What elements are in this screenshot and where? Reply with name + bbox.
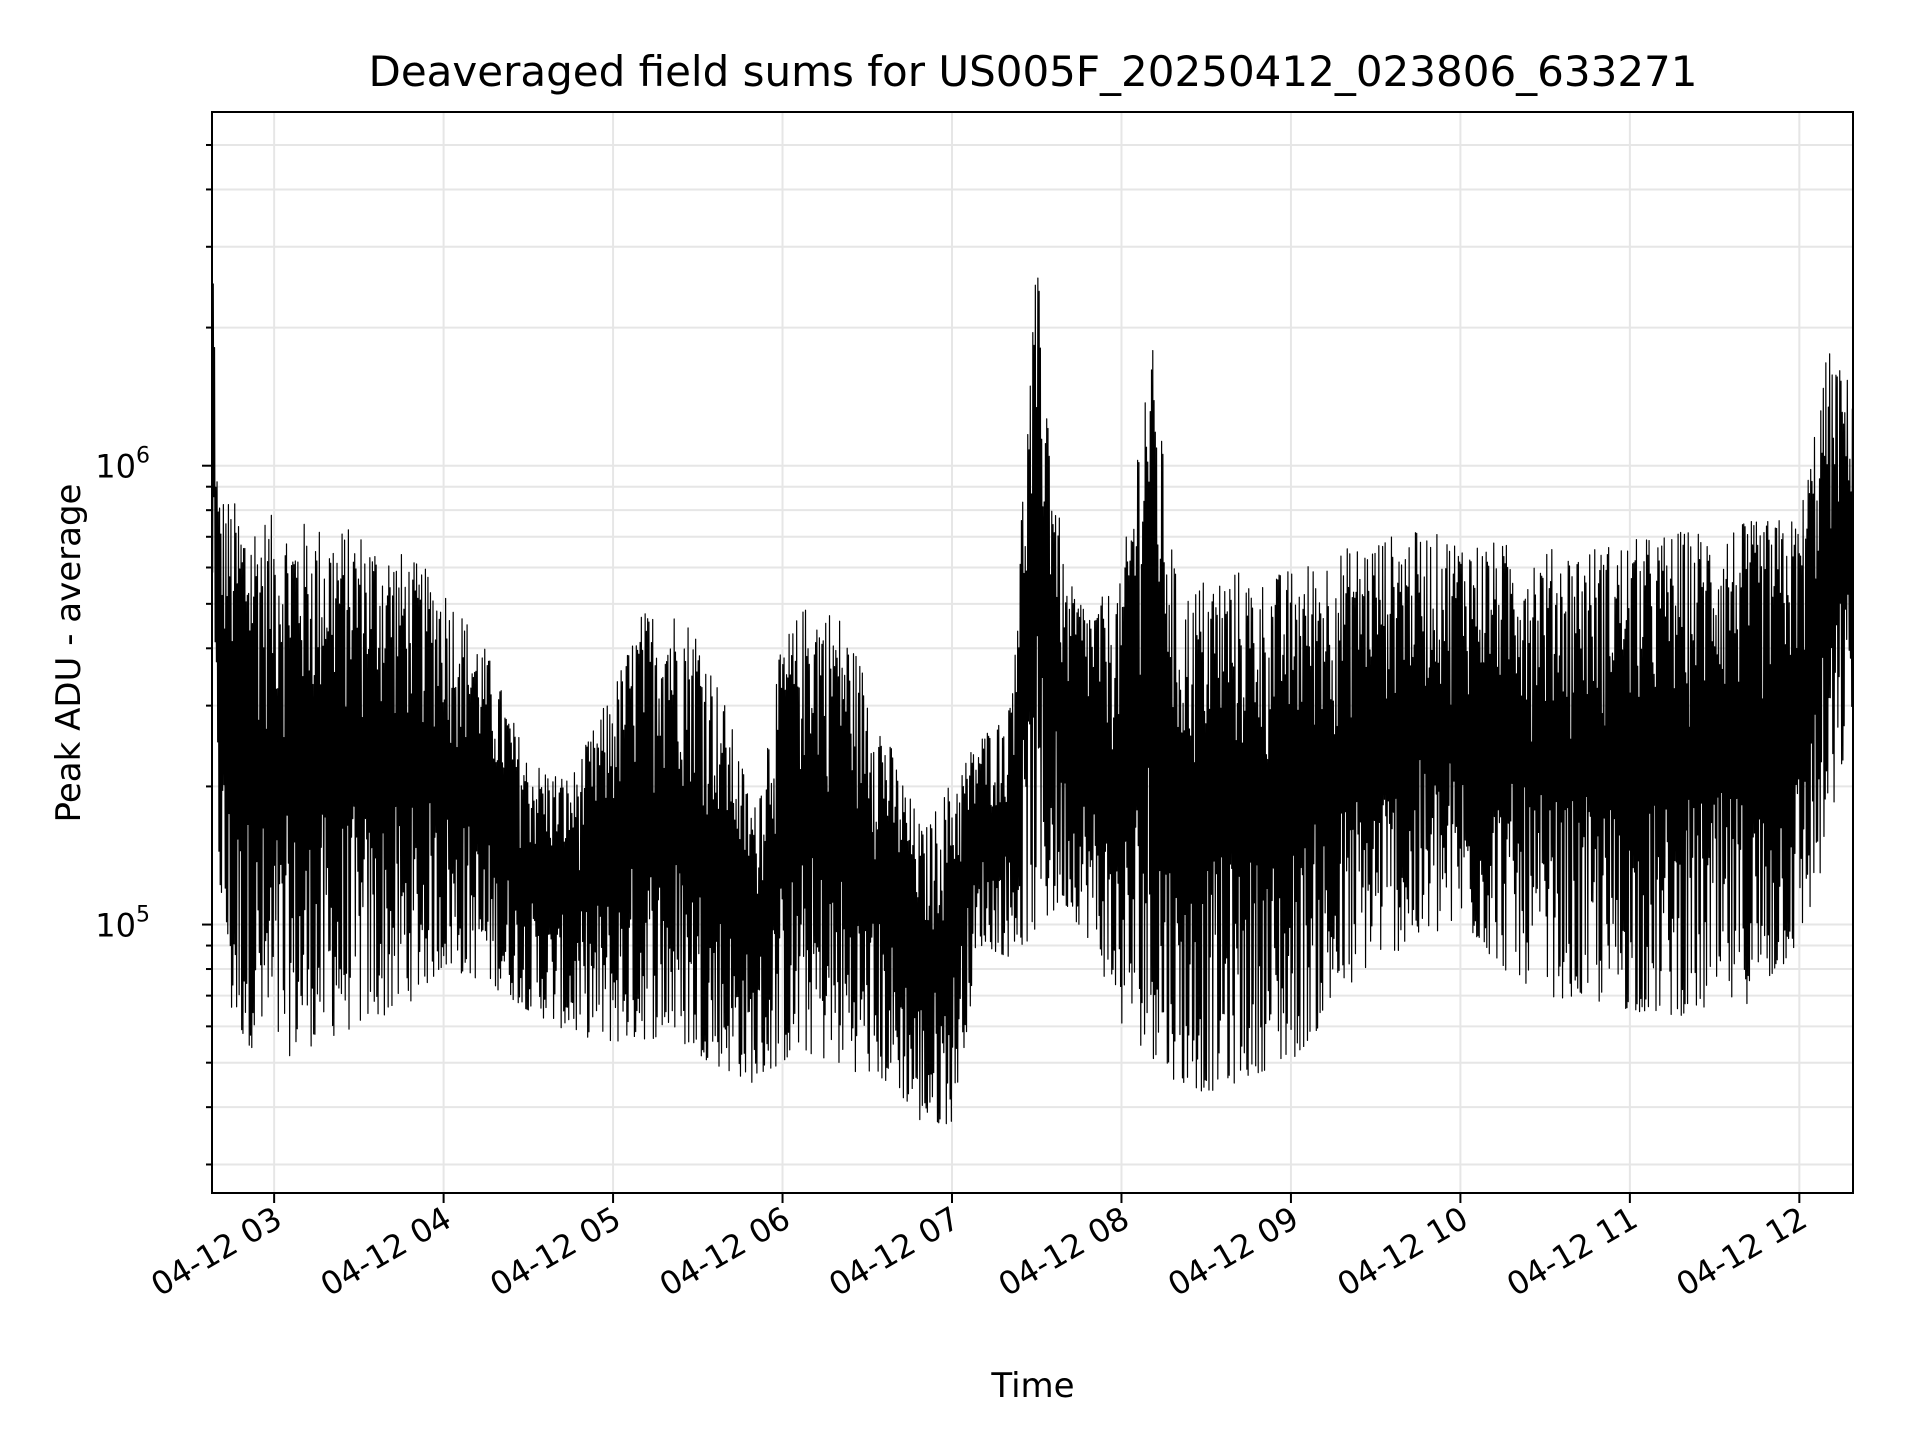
plot-frame bbox=[211, 111, 1854, 1194]
y-tick-label: 105 bbox=[95, 903, 150, 945]
series-line bbox=[211, 212, 1854, 1125]
chart-title: Deaveraged field sums for US005F_2025041… bbox=[368, 47, 1697, 96]
series-line-peak-adu bbox=[211, 212, 1854, 1125]
y-axis-label: Peak ADU - average bbox=[49, 484, 89, 823]
y-tick-label: 106 bbox=[95, 444, 150, 486]
x-axis-label: Time bbox=[990, 1366, 1074, 1406]
